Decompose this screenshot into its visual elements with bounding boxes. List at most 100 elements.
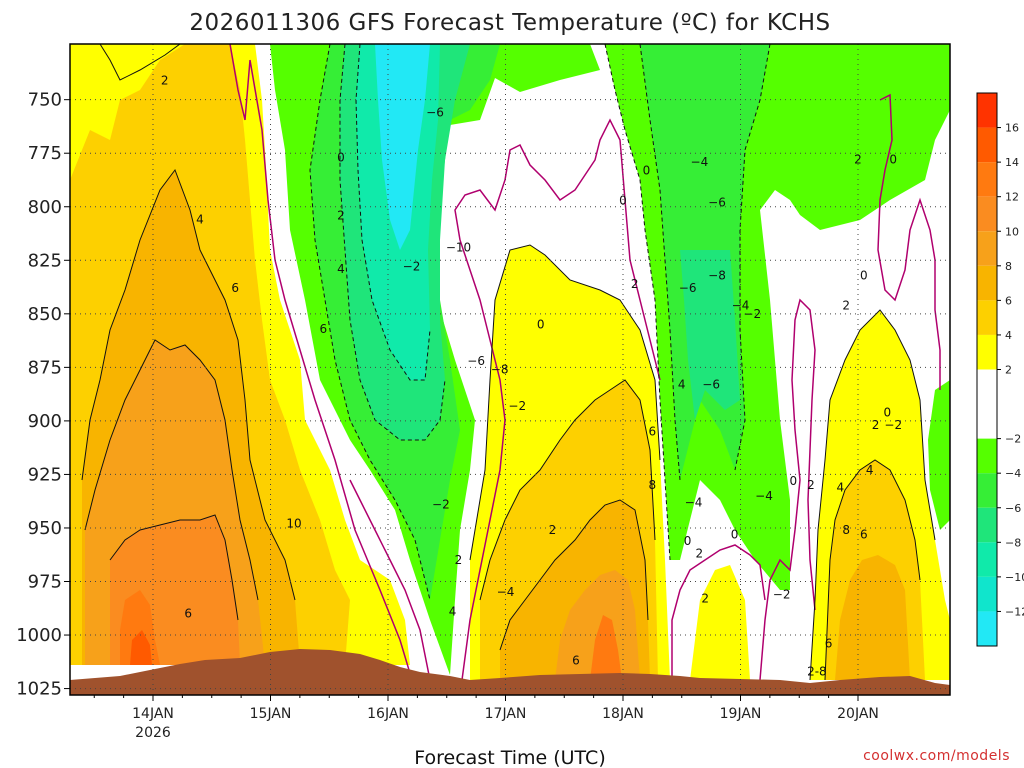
credit-text: coolwx.com/models [863, 748, 1010, 764]
contour-label: −6 [467, 354, 485, 368]
colorbar-label: −10 [1005, 571, 1024, 584]
contour-plot-area [70, 44, 950, 695]
contour-label: −2 [743, 307, 761, 321]
contour-label: 2 [631, 277, 639, 291]
y-tick-label: 1025 [16, 679, 62, 700]
x-tick-label: 17JAN [485, 706, 527, 722]
colorbar-band [977, 127, 997, 163]
plot-frame [69, 43, 951, 696]
contour-label: 2 [807, 478, 815, 492]
contour-label: −2 [508, 399, 526, 413]
contour-label: 2 [701, 592, 709, 606]
band-red-left [130, 630, 152, 665]
colorbar-band [977, 162, 997, 197]
contour-label: −6 [679, 281, 697, 295]
y-tick-label: 975 [28, 572, 62, 593]
contour-label: 4 [866, 463, 874, 477]
colorbar-label: 2 [1005, 364, 1012, 377]
y-tick-label: 825 [28, 250, 62, 271]
contour-label: −6 [426, 106, 444, 120]
contour-label: 2 [696, 547, 704, 561]
colorbar-label: 10 [1005, 225, 1019, 238]
colorbar-band [977, 93, 997, 128]
contour-label: 6 [184, 607, 192, 621]
colorbar-band [977, 369, 997, 439]
x-tick-label: 18JAN [602, 706, 644, 722]
contour-label: −2 [403, 260, 421, 274]
colorbar-label: 6 [1005, 294, 1012, 307]
y-tick-label: 925 [28, 464, 62, 485]
contour-label: 2 [549, 523, 557, 537]
y-tick-label: 875 [28, 357, 62, 378]
contour-label: 4 [196, 213, 204, 227]
contour-label: 4 [837, 480, 845, 494]
contour-label: 4 [449, 604, 457, 618]
contour-label: 0 [860, 268, 868, 282]
contour-label: 4 [678, 377, 686, 391]
x-axis: 14JAN 15JAN 16JAN 17JAN 18JAN 19JAN 20JAN 2026 [93, 695, 879, 741]
colorbar-band [977, 542, 997, 577]
contour-label: 6 [825, 637, 833, 651]
contour-label: 2 [872, 418, 880, 432]
band-cyan [375, 44, 430, 250]
contour-label: −4 [691, 155, 709, 169]
contour-label: 2-8 [807, 664, 827, 678]
contour-label: −4 [755, 489, 773, 503]
colorbar-label: 16 [1005, 122, 1019, 135]
contour-label: 6 [649, 425, 657, 439]
x-tick-label: 15JAN [250, 706, 292, 722]
colorbar-label: 8 [1005, 260, 1012, 273]
x-axis-title: Forecast Time (UTC) [414, 747, 605, 768]
band-green-far-right [928, 380, 950, 530]
contour-label: 6 [860, 527, 868, 541]
contour-label: 0 [889, 153, 897, 167]
band-red-mid [590, 615, 622, 680]
contour-label: 0 [884, 405, 892, 419]
y-tick-label: 750 [28, 90, 62, 111]
contour-label: −2 [884, 418, 902, 432]
x-tick-label: 14JAN [132, 706, 174, 722]
y-tick-label: 775 [28, 143, 62, 164]
contour-label: 4 [337, 262, 345, 276]
colorbar: 16 14 12 10 8 6 4 2 −2 −4 −6 −8 −10 −12 [976, 92, 1024, 647]
x-tick-label: 19JAN [720, 706, 762, 722]
contour-label: −2 [773, 587, 791, 601]
grid-lines [70, 44, 950, 695]
y-tick-label: 950 [28, 518, 62, 539]
contour-label: 0 [337, 150, 345, 164]
colorbar-label: 4 [1005, 329, 1012, 342]
contour-label: 2 [455, 553, 463, 567]
contour-label: 0 [684, 534, 692, 548]
colorbar-band [977, 473, 997, 508]
colorbar-band [977, 265, 997, 301]
colorbar-band [977, 611, 997, 646]
contour-label: −4 [497, 585, 515, 599]
colorbar-band [977, 300, 997, 335]
contour-label: 8 [842, 523, 850, 537]
contour-label: 0 [537, 318, 545, 332]
contour-label: −4 [732, 298, 750, 312]
contour-label: 10 [286, 517, 301, 531]
contour-label: 2 [854, 153, 862, 167]
y-tick-label: 850 [28, 304, 62, 325]
contour-label: −6 [708, 195, 726, 209]
contour-label: 0 [790, 474, 798, 488]
contour-label: 6 [231, 281, 239, 295]
y-tick-label: 900 [28, 411, 62, 432]
colorbar-band [977, 334, 997, 370]
contour-label: 2 [842, 298, 850, 312]
chart-title: 2026011306 GFS Forecast Temperature (ºC)… [189, 10, 830, 36]
contour-label: 0 [731, 527, 739, 541]
colorbar-band [977, 507, 997, 543]
band-deeporange-mid [555, 570, 640, 680]
y-axis: 750 775 800 825 850 875 900 925 950 975 1000 1025 [16, 90, 70, 700]
colorbar-label: −2 [1005, 433, 1021, 446]
colorbar-label: 12 [1005, 191, 1019, 204]
y-tick-label: 800 [28, 197, 62, 218]
zero-contours [229, 44, 941, 681]
colorbar-band [977, 196, 997, 232]
contour-label: 8 [649, 478, 657, 492]
colorbar-label: 14 [1005, 156, 1019, 169]
terrain [70, 649, 950, 695]
